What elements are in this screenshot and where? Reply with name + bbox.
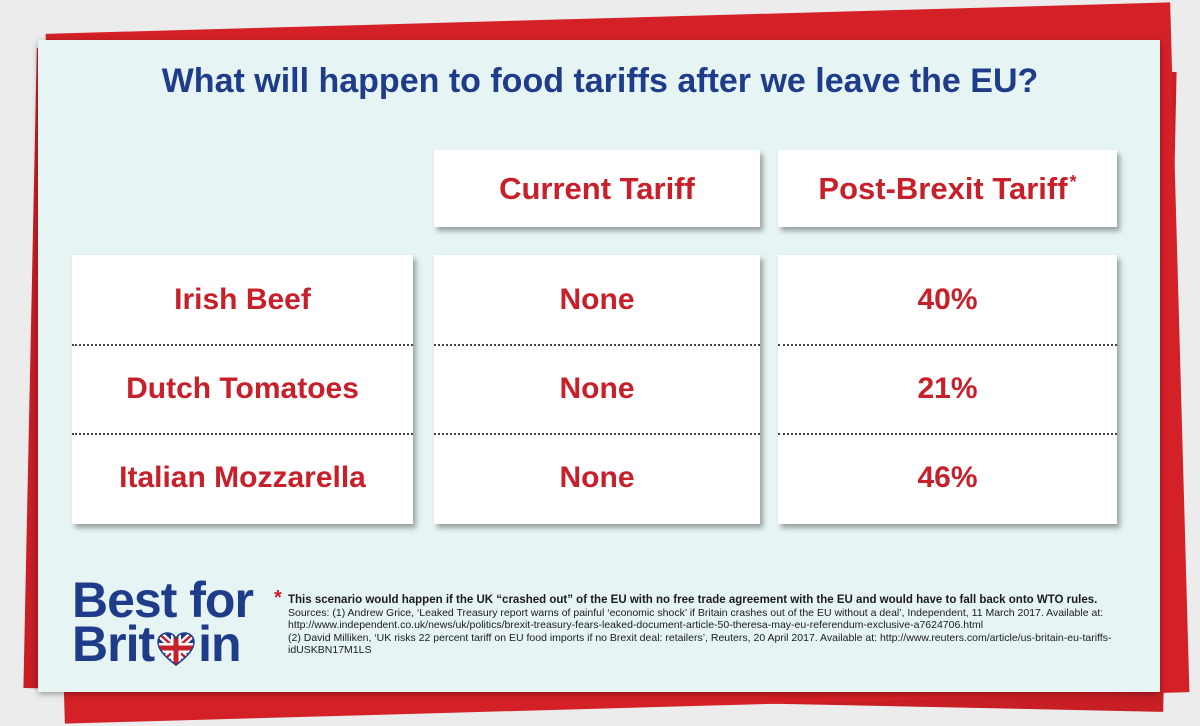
row-divider: [434, 433, 760, 435]
table-cell-item: Italian Mozzarella: [119, 460, 366, 494]
footnote-asterisk: *: [274, 587, 282, 609]
row-divider: [434, 344, 760, 346]
header-current-tariff-label: Current Tariff: [499, 170, 695, 206]
row-divider: [72, 344, 413, 346]
table-cell-post-brexit: 46%: [917, 460, 978, 494]
items-column: Irish Beef Dutch Tomatoes Italian Mozzar…: [72, 255, 413, 524]
footnote-marker: *: [1069, 172, 1077, 192]
table-cell-post-brexit: 21%: [917, 371, 978, 405]
uk-flag-heart-icon: [156, 628, 196, 666]
current-tariff-column: None None None: [434, 255, 760, 524]
row-divider: [778, 344, 1117, 346]
logo-line-2b: in: [198, 616, 241, 672]
table-cell-current: None: [559, 282, 635, 316]
header-post-brexit-tariff-label: Post-Brexit Tariff: [818, 170, 1068, 206]
row-divider: [72, 433, 413, 435]
header-current-tariff: Current Tariff: [434, 150, 760, 227]
logo-line-1: Best for: [72, 572, 254, 628]
logo-line-2a: Brit: [72, 616, 155, 672]
table-cell-post-brexit: 40%: [917, 282, 978, 316]
source-1: Sources: (1) Andrew Grice, ‘Leaked Treas…: [288, 606, 1104, 632]
row-divider: [778, 433, 1117, 435]
best-for-britain-logo: Best for Brit in: [72, 572, 254, 672]
post-brexit-column: 40% 21% 46%: [778, 255, 1117, 524]
header-post-brexit-tariff: Post-Brexit Tariff *: [778, 150, 1117, 227]
footnote-text: This scenario would happen if the UK “cr…: [288, 594, 1098, 606]
footnote: * This scenario would happen if the UK “…: [274, 588, 1128, 657]
table-cell-current: None: [559, 460, 635, 494]
table-cell-current: None: [559, 371, 635, 405]
page-title: What will happen to food tariffs after w…: [161, 62, 1039, 100]
table-cell-item: Irish Beef: [174, 282, 311, 316]
table-cell-item: Dutch Tomatoes: [126, 371, 359, 405]
source-2: (2) David Milliken, ‘UK risks 22 percent…: [288, 631, 1112, 657]
